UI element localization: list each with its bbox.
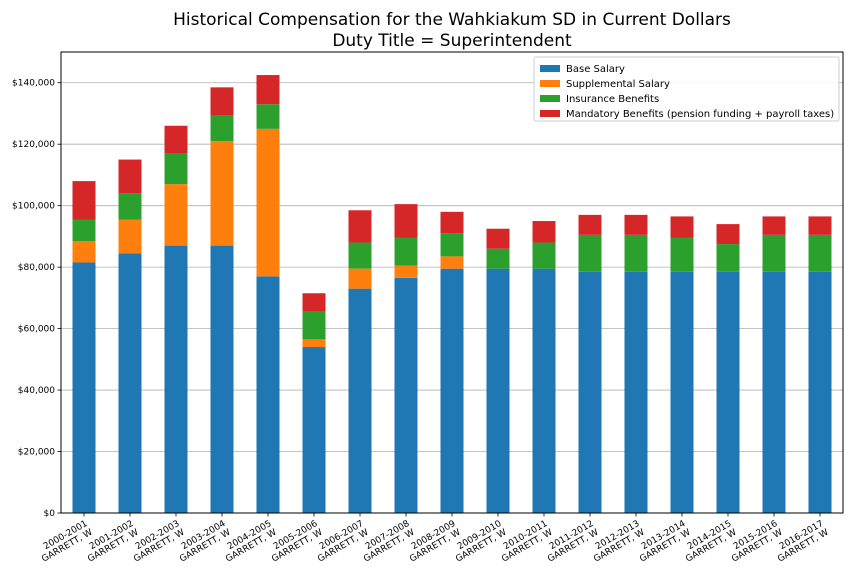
- bar-segment: [256, 75, 280, 105]
- y-tick-label: $0: [44, 509, 56, 519]
- legend-label: Base Salary: [566, 64, 625, 75]
- bar-segment: [210, 115, 234, 142]
- legend: Base Salary Supplemental Salary Insurance …: [533, 56, 840, 122]
- bar-segment: [532, 242, 556, 269]
- bar-segment: [532, 221, 556, 243]
- bar-segment: [486, 248, 510, 269]
- bar-segment: [164, 125, 188, 154]
- bar-segment: [118, 193, 142, 220]
- bar-segment: [256, 128, 280, 277]
- chart-subtitle: Duty Title = Superintendent: [332, 31, 572, 51]
- y-tick-label: $40,000: [18, 386, 55, 396]
- bar-segment: [440, 233, 464, 257]
- chart-title: Historical Compensation for the Wahkiaku…: [173, 10, 731, 30]
- bar-segment: [486, 228, 510, 249]
- bar-segment: [578, 214, 602, 235]
- y-tick-label: $20,000: [18, 448, 55, 458]
- bar-segment: [670, 237, 694, 272]
- bar-segment: [348, 288, 372, 513]
- bar-segment: [394, 277, 418, 513]
- bar-segment: [486, 268, 510, 513]
- bar-segment: [118, 219, 142, 254]
- bar-segment: [348, 242, 372, 269]
- bar-segment: [808, 216, 832, 235]
- y-tick-label: $140,000: [12, 79, 55, 89]
- bar-segment: [762, 216, 786, 235]
- y-tick-label: $100,000: [12, 202, 55, 212]
- bar-segment: [670, 271, 694, 513]
- bar-segment: [762, 234, 786, 272]
- y-tick-label: $60,000: [18, 325, 55, 335]
- bar-segment: [762, 271, 786, 513]
- legend-swatch: [540, 110, 560, 117]
- bar-segment: [256, 276, 280, 513]
- bar-segment: [72, 219, 96, 242]
- bar-segment: [302, 293, 326, 312]
- bar-segment: [532, 268, 556, 513]
- legend-swatch: [540, 80, 560, 87]
- bars: [72, 75, 832, 513]
- bar-segment: [578, 271, 602, 513]
- bar-segment: [716, 271, 740, 513]
- bar-segment: [72, 181, 96, 220]
- bar-segment: [164, 184, 188, 246]
- legend-label: Mandatory Benefits (pension funding + pa…: [566, 109, 834, 120]
- legend-label: Insurance Benefits: [566, 94, 659, 105]
- y-tick-label: $80,000: [18, 263, 55, 273]
- bar-segment: [72, 262, 96, 513]
- bar-segment: [210, 87, 234, 116]
- legend-label: Supplemental Salary: [566, 79, 670, 90]
- bar-segment: [440, 256, 464, 269]
- y-tick-label: $120,000: [12, 140, 55, 150]
- bar-segment: [716, 244, 740, 272]
- bar-segment: [440, 268, 464, 513]
- bar-segment: [118, 253, 142, 513]
- bar-segment: [394, 265, 418, 278]
- bar-segment: [164, 153, 188, 185]
- bar-segment: [118, 159, 142, 194]
- bar-segment: [256, 104, 280, 129]
- legend-box: [533, 56, 840, 122]
- bar-segment: [348, 268, 372, 289]
- plot-frame: [60, 51, 844, 514]
- bar-segment: [72, 241, 96, 263]
- bar-segment: [670, 216, 694, 238]
- bar-segment: [302, 347, 326, 513]
- bar-segment: [348, 210, 372, 243]
- bar-segment: [302, 311, 326, 340]
- bar-segment: [394, 204, 418, 238]
- bar-segment: [808, 271, 832, 513]
- legend-swatch: [540, 95, 560, 102]
- bar-segment: [164, 245, 188, 513]
- bar-segment: [210, 141, 234, 246]
- bar-segment: [210, 245, 234, 513]
- legend-swatch: [540, 65, 560, 72]
- bar-segment: [394, 237, 418, 266]
- bar-segment: [624, 214, 648, 235]
- bar-segment: [808, 234, 832, 272]
- bar-segment: [578, 234, 602, 272]
- bar-segment: [716, 224, 740, 245]
- bar-segment: [302, 339, 326, 348]
- bar-segment: [440, 211, 464, 234]
- bar-segment: [624, 234, 648, 272]
- bar-segment: [624, 271, 648, 513]
- y-axis: $0 $20,000 $40,000 $60,000 $80,000 $100,000 $1…: [12, 79, 61, 519]
